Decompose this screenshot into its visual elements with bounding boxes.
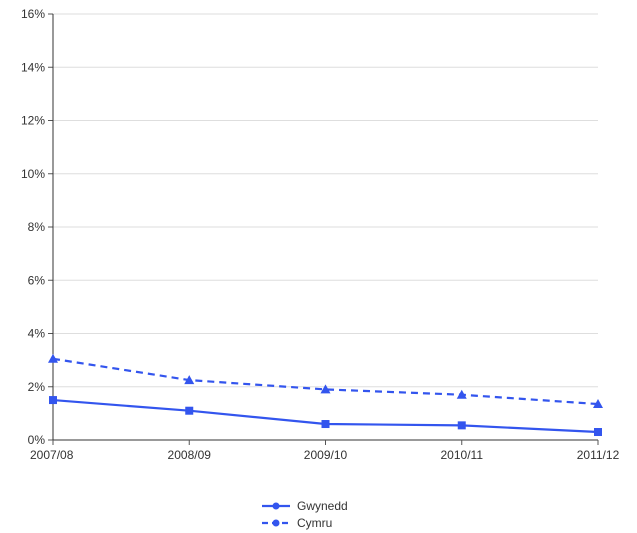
x-tick-label: 2009/10 — [304, 448, 348, 462]
y-tick-label: 16% — [21, 7, 45, 21]
data-point-gwynedd — [49, 396, 57, 405]
y-tick-label: 14% — [21, 60, 45, 74]
legend-item-cymru: Cymru — [262, 516, 332, 530]
data-point-cymru — [184, 375, 195, 385]
legend-marker-gwynedd — [272, 502, 280, 510]
x-tick-label: 2007/08 — [30, 448, 74, 462]
legend: Gwynedd Cymru — [262, 499, 348, 530]
x-axis-tick-labels: 2007/08 2008/09 2009/10 2010/11 2011/12 — [30, 448, 620, 462]
legend-item-gwynedd: Gwynedd — [262, 499, 348, 513]
x-tick-label: 2010/11 — [441, 448, 484, 462]
series-group — [48, 353, 603, 437]
y-tick-label: 0% — [28, 433, 46, 447]
y-axis-tick-labels: 0% 2% 4% 6% 8% 10% 12% 14% 16% — [21, 7, 45, 447]
y-tick-label: 10% — [21, 167, 45, 181]
series-line-cymru — [52, 357, 599, 406]
y-tick-label: 2% — [28, 380, 46, 394]
y-tick-label: 8% — [28, 220, 46, 234]
y-tick-label: 4% — [28, 327, 46, 341]
x-tick-label: 2011/12 — [577, 448, 620, 462]
data-point-cymru — [593, 399, 603, 409]
x-tick-label: 2008/09 — [168, 448, 212, 462]
legend-label-gwynedd: Gwynedd — [297, 499, 348, 513]
data-point-gwynedd — [185, 406, 194, 415]
y-tick-label: 12% — [21, 114, 45, 128]
data-point-cymru — [456, 389, 467, 399]
data-point-cymru — [48, 353, 58, 363]
legend-marker-cymru — [272, 519, 280, 527]
axes — [48, 13, 599, 445]
y-tick-label: 6% — [28, 273, 46, 287]
legend-label-cymru: Cymru — [297, 516, 332, 530]
data-point-cymru — [320, 384, 331, 394]
series-cymru — [48, 353, 603, 409]
data-point-gwynedd — [457, 421, 466, 430]
series-gwynedd — [49, 396, 602, 437]
data-point-gwynedd — [321, 420, 330, 429]
grid-lines — [53, 13, 598, 388]
data-point-gwynedd — [594, 428, 602, 437]
